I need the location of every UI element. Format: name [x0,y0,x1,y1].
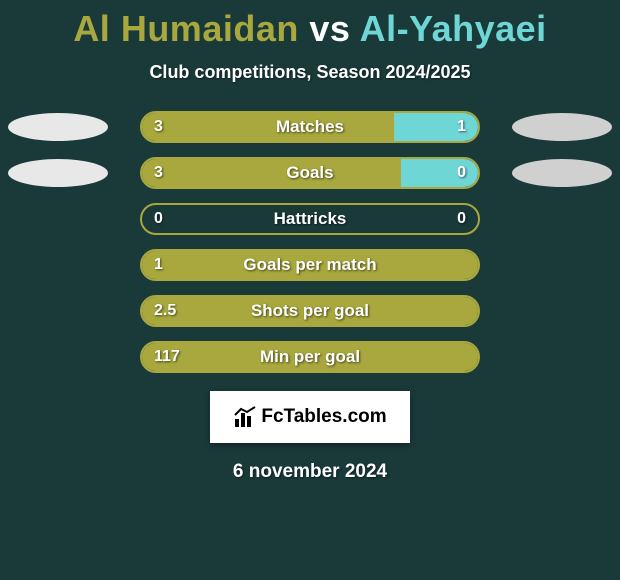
stat-bar: Hattricks0 0 [140,203,480,235]
stat-row: Min per goal117 [0,341,620,373]
stat-value-right: 0 [445,205,478,233]
player2-name: Al-Yahyaei [360,8,547,49]
player1-avatar [8,159,108,187]
date-label: 6 november 2024 [233,461,387,483]
bar-right-fill [401,159,478,187]
stat-bar: Matches31 [140,111,480,143]
stat-value-left: 0 [142,205,175,233]
chart-icon [233,405,257,429]
bar-right-fill [394,113,478,141]
source-label: FcTables.com [261,406,386,428]
player2-avatar [512,113,612,141]
player1-avatar [8,113,108,141]
bar-left-fill [142,251,478,279]
stat-bar: Goals30 [140,157,480,189]
page-title: Al Humaidan vs Al-Yahyaei [73,8,546,50]
stat-row: Matches31 [0,111,620,143]
stat-bar: Goals per match1 [140,249,480,281]
stat-row: Hattricks0 0 [0,203,620,235]
stat-bar: Shots per goal2.5 [140,295,480,327]
bar-left-fill [142,297,478,325]
source-badge: FcTables.com [210,391,410,443]
vs-label: vs [309,8,350,49]
bar-left-fill [142,159,401,187]
stat-bar: Min per goal117 [140,341,480,373]
bar-left-fill [142,113,394,141]
stat-label: Hattricks [142,205,478,233]
stat-row: Goals30 [0,157,620,189]
stats-list: Matches31 Goals30 Hattricks0 0 Goals per mat… [0,111,620,373]
player1-name: Al Humaidan [73,8,299,49]
bar-left-fill [142,343,478,371]
player2-avatar [512,159,612,187]
subtitle: Club competitions, Season 2024/2025 [149,62,470,83]
stat-row: Goals per match1 [0,249,620,281]
stat-row: Shots per goal2.5 [0,295,620,327]
comparison-card: Al Humaidan vs Al-Yahyaei Club competiti… [0,0,620,580]
